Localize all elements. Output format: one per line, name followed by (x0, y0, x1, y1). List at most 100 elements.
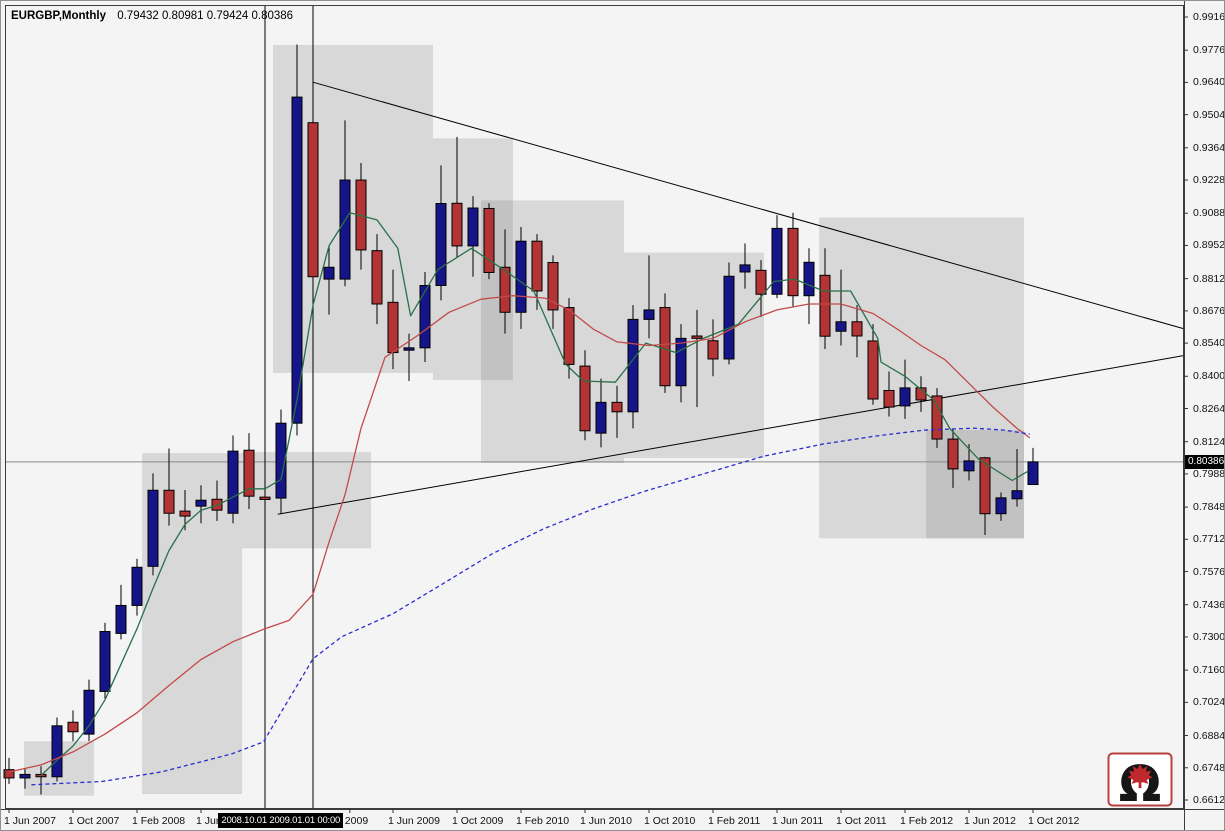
candle (723, 275, 735, 360)
time-axis-label: 1 Jun 2007 (4, 815, 56, 827)
candle (115, 604, 127, 634)
candle (659, 307, 671, 387)
ohlc-values: 0.79432 0.80981 0.79424 0.80386 (117, 10, 294, 22)
candle (387, 301, 399, 354)
candle (51, 725, 63, 778)
candle (1027, 461, 1039, 486)
candle (467, 207, 479, 247)
candle (323, 266, 335, 280)
crosshair-date-label: 2008.10.01 2009.01.01 00:00 (218, 813, 344, 828)
candle (515, 240, 527, 313)
candle (739, 264, 751, 273)
current-price-label: 0.80386 (1185, 454, 1224, 469)
candle (563, 307, 575, 365)
candle (227, 450, 239, 514)
candle (851, 321, 863, 337)
time-axis-label: 1 Feb 2008 (132, 815, 186, 827)
candle (643, 309, 655, 320)
time-axis-label: 1 Oct 2010 (644, 815, 696, 827)
candle (867, 340, 879, 400)
time-axis-label: 1 Jun 2012 (964, 815, 1016, 827)
candle (243, 449, 255, 497)
candle (691, 335, 703, 339)
time-axis-label: 1 Jun (196, 815, 222, 827)
time-axis-label: 1 Jun 2010 (580, 815, 632, 827)
plot-background (5, 5, 1184, 809)
candle (163, 489, 175, 514)
trendline-upper[interactable] (312, 81, 1184, 330)
chart-title: EURGBP,Monthly 0.79432 0.80981 0.79424 0… (11, 10, 293, 22)
plot-frame (5, 5, 1184, 809)
candle (483, 207, 495, 273)
candle (339, 179, 351, 280)
candle (419, 285, 431, 349)
candle (787, 227, 799, 297)
trendline-lower[interactable] (277, 355, 1184, 515)
candle (547, 262, 559, 311)
candle (99, 631, 111, 692)
time-axis-label: 1 Oct 2009 (452, 815, 504, 827)
candle (275, 422, 287, 499)
ma-fast-green (40, 212, 1029, 777)
candle (611, 401, 623, 413)
time-axis-label: 1 Oct 2012 (1028, 815, 1080, 827)
candle (803, 261, 815, 297)
candle (675, 337, 687, 387)
candle (403, 347, 415, 351)
gray-range-box (242, 452, 372, 549)
candle (963, 460, 975, 472)
candle (995, 497, 1007, 515)
time-axis[interactable]: 1 Jun 2007 1 Oct 2007 1 Feb 2008 1 Jun 2009 1… (1, 810, 1224, 830)
candle (19, 773, 31, 779)
time-axis-label: 1 Jun 2009 (388, 815, 440, 827)
candle (259, 496, 271, 501)
omega-logo: Ω (1107, 752, 1173, 807)
candle (899, 387, 911, 407)
candle (307, 122, 319, 278)
ma-slow-red (8, 295, 1031, 773)
time-axis-label: 1 Jun 2011 (772, 815, 824, 827)
gray-range-box (926, 430, 1024, 539)
time-axis-label: 1 Feb 2010 (516, 815, 570, 827)
maple-leaf-icon (1127, 763, 1153, 789)
candle (3, 769, 15, 779)
candle (291, 96, 303, 424)
candle (179, 510, 191, 517)
symbol-period-label: EURGBP,Monthly (11, 10, 106, 22)
time-axis-label: 1 Feb 2011 (708, 815, 761, 827)
candle (883, 389, 895, 408)
candle (147, 489, 159, 567)
candle (83, 689, 95, 735)
candle (531, 240, 543, 292)
time-axis-label: 2009 (344, 815, 369, 827)
candle (595, 401, 607, 434)
candle (835, 321, 847, 332)
candle (195, 499, 207, 507)
candle (499, 266, 511, 313)
gray-range-box (624, 252, 764, 459)
